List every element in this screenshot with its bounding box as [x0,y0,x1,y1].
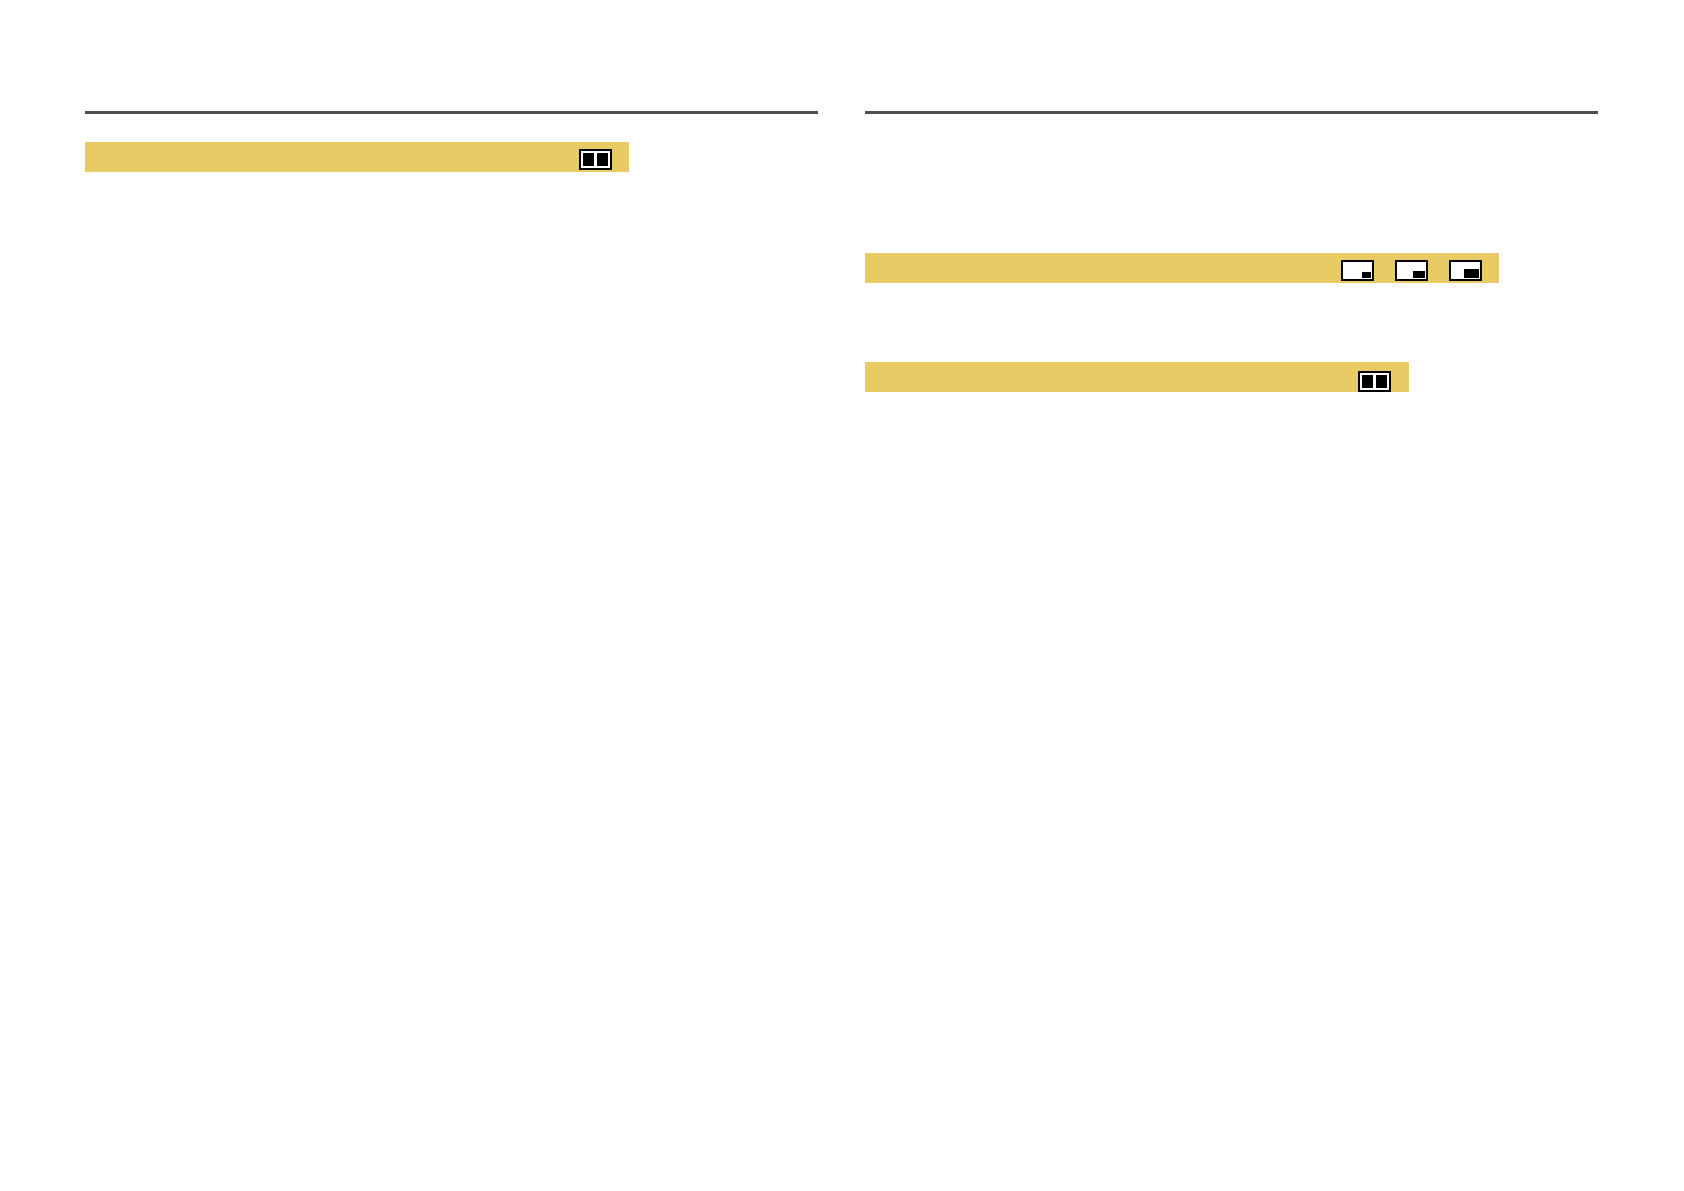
right-heading-bar [865,253,1499,283]
highlight-bar [865,253,1499,283]
icon-half [583,153,594,166]
right-heading-bar [865,362,1409,392]
pip-medium-icon [1395,260,1428,281]
highlight-bar [865,362,1409,392]
pbp-icon [579,149,612,170]
pip-small-icon [1341,260,1374,281]
icon-inset [1464,269,1479,278]
right-rule [865,111,1598,114]
icon-half [597,153,608,166]
icon-inset [1362,272,1371,278]
icon-inset [1413,271,1425,278]
icon-half [1376,375,1387,388]
left-heading-bar [85,142,629,172]
pbp-icon [1358,371,1391,392]
pip-large-icon [1449,260,1482,281]
left-rule [85,111,818,114]
icon-half [1362,375,1373,388]
highlight-bar [85,142,629,172]
